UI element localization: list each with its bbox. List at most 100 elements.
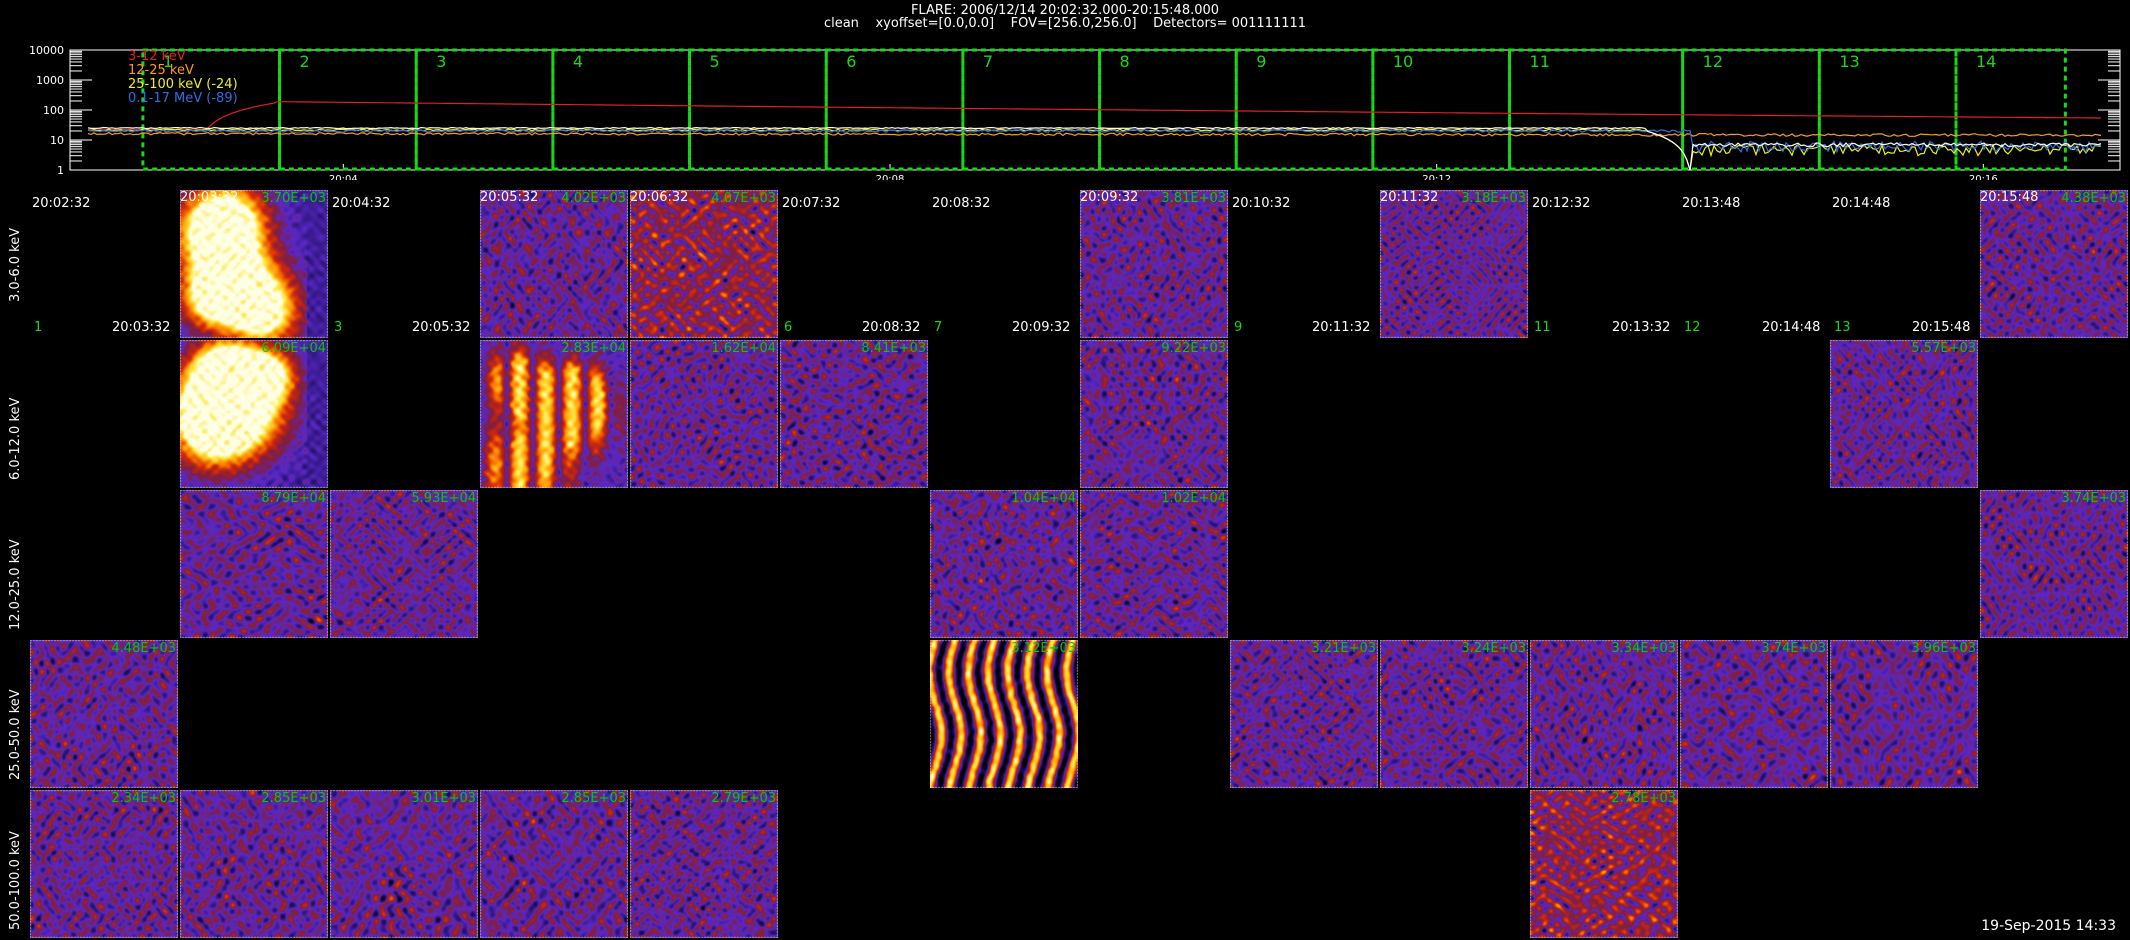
image-tile: 1.04E+04 [930, 490, 1078, 638]
image-peak-value: 2.85E+03 [561, 791, 626, 806]
image-peak-value: 3.74E+03 [1761, 641, 1826, 656]
image-tile: 5.57E+03 [1830, 340, 1978, 488]
interval-box [278, 48, 418, 171]
image-peak-value: 3.81E+03 [1161, 191, 1226, 206]
interval-number: 1 [163, 52, 173, 71]
start-time-label: 20:10:32 [1232, 196, 1291, 211]
flare-title: FLARE: 2006/12/14 20:02:32.000-20:15:48.… [910, 3, 1220, 18]
image-tile: 2.78E+03 [1530, 790, 1678, 938]
image-tile: 3.74E+03 [1980, 490, 2128, 638]
image-time-label: 20:11:32 [1380, 190, 1439, 205]
interval-box [551, 48, 692, 171]
image-tile: 2.85E+03 [180, 790, 328, 938]
interval-box [1954, 48, 2067, 171]
clean-image [1980, 190, 2128, 338]
image-tile: 3.96E+03 [1830, 640, 1978, 788]
interval-index-label: 6 [784, 320, 793, 335]
image-peak-value: 5.93E+04 [411, 491, 476, 506]
interval-number: 13 [1839, 52, 1859, 71]
y-tick-label: 100 [43, 104, 64, 117]
interval-index-label: 1 [34, 320, 43, 335]
image-tile: 2.83E+04 [480, 340, 628, 488]
clean-image [930, 490, 1078, 638]
clean-image [1980, 490, 2128, 638]
image-tile: 20:06:32 4.07E+03 [630, 190, 778, 338]
clean-image [1680, 640, 1828, 788]
image-tile: 20:03:32 3.70E+03 [180, 190, 328, 338]
image-tile: 3.34E+03 [1530, 640, 1678, 788]
image-time-label: 20:06:32 [630, 190, 689, 205]
image-tile: 3.12E+03 [930, 640, 1078, 788]
energy-band-label: 6.0-12.0 keV [8, 397, 23, 480]
interval-box [1508, 48, 1685, 171]
end-time-label: 20:13:32 [1612, 320, 1671, 335]
image-peak-value: 3.34E+03 [1611, 641, 1676, 656]
clean-image [930, 640, 1078, 788]
image-peak-value: 2.85E+03 [261, 791, 326, 806]
x-tick-label: 20:16 [1969, 174, 1998, 180]
footer-date: 19-Sep-2015 14:33 [1981, 918, 2116, 934]
image-tile: 6.09E+04 [180, 340, 328, 488]
interval-box [1817, 48, 1958, 171]
clean-image [1080, 190, 1228, 338]
clean-image [180, 790, 328, 938]
start-time-label: 20:02:32 [32, 196, 91, 211]
image-peak-value: 3.21E+03 [1311, 641, 1376, 656]
interval-box [414, 48, 555, 171]
clean-image [480, 190, 628, 338]
y-tick-label: 1 [57, 164, 64, 177]
image-tile: 9.22E+03 [1080, 340, 1228, 488]
interval-number: 7 [983, 52, 993, 71]
clean-image [330, 790, 478, 938]
image-tile: 3.24E+03 [1380, 640, 1528, 788]
clean-image [180, 190, 328, 338]
curve-3-12kev [88, 101, 2101, 131]
legend-entry: 25-100 keV (-24) [128, 77, 238, 92]
clean-image [180, 340, 328, 488]
image-peak-value: 1.02E+04 [1161, 491, 1226, 506]
legend-entry: 0.1-17 MeV (-89) [128, 91, 238, 106]
clean-image [1830, 640, 1978, 788]
end-time-label: 20:05:32 [412, 320, 471, 335]
curve-12-25kev [87, 131, 2102, 137]
start-time-label: 20:13:48 [1682, 196, 1741, 211]
curve-summed [87, 126, 2102, 171]
interval-index-label: 11 [1534, 320, 1551, 335]
image-tile: 1.02E+04 [1080, 490, 1228, 638]
image-peak-value: 1.62E+04 [711, 341, 776, 356]
clean-image [30, 640, 178, 788]
image-tile: 8.41E+03 [780, 340, 928, 488]
start-time-label: 20:08:32 [932, 196, 991, 211]
image-peak-value: 5.57E+03 [1911, 341, 1976, 356]
image-time-label: 20:15:48 [1980, 190, 2039, 205]
image-tile: 20:05:32 4.02E+03 [480, 190, 628, 338]
start-time-label: 20:04:32 [332, 196, 391, 211]
interval-number: 11 [1530, 52, 1550, 71]
clean-image [1530, 640, 1678, 788]
clean-image [630, 340, 778, 488]
image-peak-value: 1.04E+04 [1011, 491, 1076, 506]
start-time-label: 20:12:32 [1532, 196, 1591, 211]
image-peak-value: 3.18E+03 [1461, 191, 1526, 206]
clean-image [480, 340, 628, 488]
clean-image [780, 340, 928, 488]
interval-number: 2 [300, 52, 310, 71]
image-tile: 20:11:32 3.18E+03 [1380, 190, 1528, 338]
y-tick-label: 10 [50, 134, 64, 147]
y-tick-label: 10000 [29, 44, 64, 57]
image-tile: 3.74E+03 [1680, 640, 1828, 788]
image-tile: 2.85E+03 [480, 790, 628, 938]
interval-box [1681, 48, 1821, 171]
interval-number: 6 [846, 52, 856, 71]
interval-index-label: 13 [1834, 320, 1851, 335]
image-tile: 3.21E+03 [1230, 640, 1378, 788]
image-peak-value: 3.74E+03 [2061, 491, 2126, 506]
image-tile: 2.34E+03 [30, 790, 178, 938]
image-peak-value: 3.24E+03 [1461, 641, 1526, 656]
x-tick-label: 20:04 [329, 174, 358, 180]
interval-box [1234, 48, 1375, 171]
image-peak-value: 3.12E+03 [1011, 641, 1076, 656]
image-peak-value: 3.01E+03 [411, 791, 476, 806]
